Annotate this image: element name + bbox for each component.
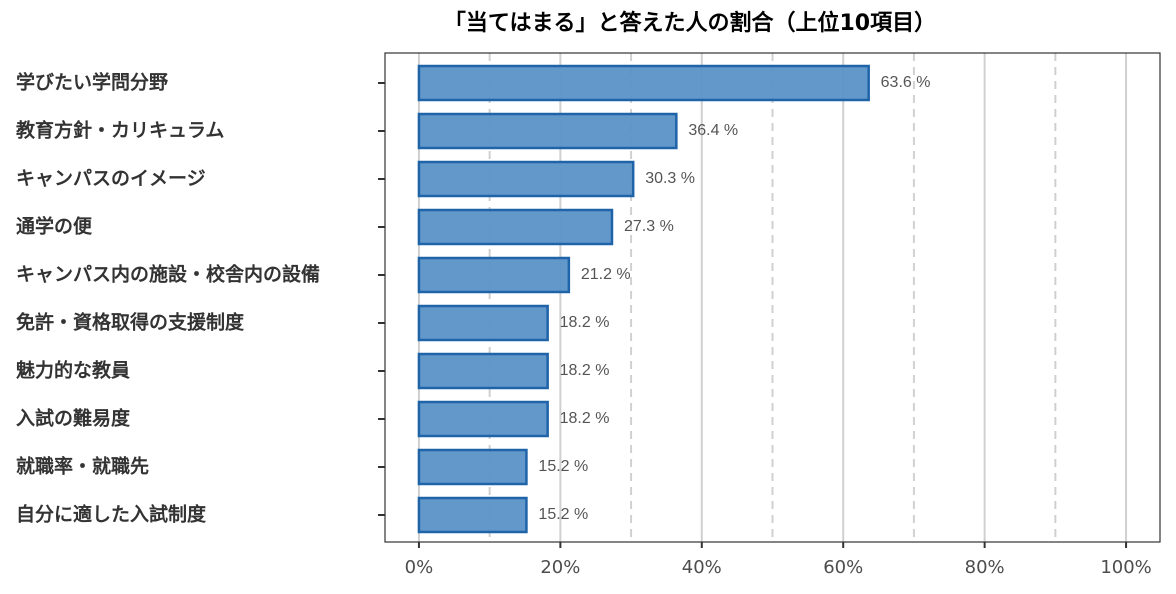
- bar: [417, 256, 571, 294]
- y-tick-label: 教育方針・カリキュラム: [16, 119, 224, 142]
- value-label: 36.4 %: [688, 122, 738, 139]
- y-tick-label: 自分に適した入試制度: [16, 503, 207, 526]
- y-tick-label: 入試の難易度: [16, 407, 131, 430]
- y-tick-label: 魅力的な教員: [16, 359, 130, 382]
- value-label: 63.6 %: [881, 74, 931, 91]
- value-label: 27.3 %: [624, 218, 674, 235]
- bar: [417, 208, 614, 246]
- x-tick-label: 0%: [405, 557, 434, 578]
- bar: [417, 448, 528, 486]
- x-tick-label: 80%: [965, 557, 1005, 578]
- bar: [417, 496, 528, 534]
- y-tick-label: 就職率・就職先: [16, 455, 149, 478]
- y-tick-label: キャンパスのイメージ: [16, 168, 206, 190]
- value-label: 30.3 %: [645, 170, 695, 187]
- chart-title: 「当てはまる」と答えた人の割合（上位10項目）: [444, 10, 936, 36]
- bar: [417, 352, 549, 390]
- y-tick-label: キャンパス内の施設・校舎内の設備: [16, 263, 320, 286]
- x-tick-label: 20%: [540, 557, 580, 578]
- x-tick-label: 40%: [682, 557, 722, 578]
- x-tick-label: 60%: [823, 557, 863, 578]
- y-tick-label: 免許・資格取得の支援制度: [16, 311, 245, 334]
- x-tick-label: 100%: [1100, 557, 1151, 578]
- bar: [417, 304, 549, 342]
- bar: [417, 400, 549, 438]
- y-tick-label: 通学の便: [16, 215, 93, 238]
- plot-frame: [384, 52, 1161, 543]
- bar: [417, 160, 635, 198]
- value-label: 18.2 %: [560, 314, 610, 331]
- value-label: 18.2 %: [560, 362, 610, 379]
- value-label: 15.2 %: [538, 458, 588, 475]
- value-label: 18.2 %: [560, 410, 610, 427]
- bar: [417, 64, 870, 102]
- value-label: 21.2 %: [581, 266, 631, 283]
- y-tick-label: 学びたい学問分野: [16, 71, 168, 94]
- value-label: 15.2 %: [538, 506, 588, 523]
- bar: [417, 112, 678, 150]
